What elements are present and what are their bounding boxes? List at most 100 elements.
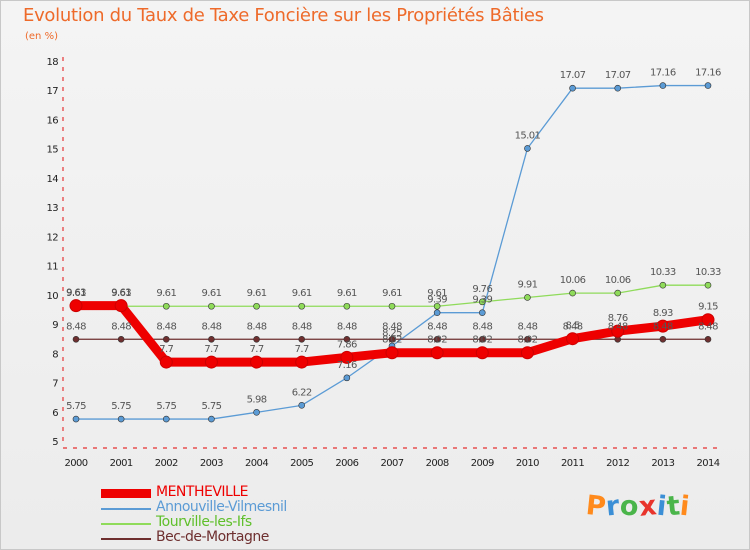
data-point [478, 298, 486, 306]
data-label: 8.48 [201, 321, 221, 332]
y-tick-label: 13 [46, 203, 58, 214]
y-tick-label: 12 [46, 232, 58, 243]
data-label: 8.48 [653, 321, 673, 332]
series-lines [69, 82, 715, 423]
x-tick-label: 2008 [426, 458, 449, 469]
data-point [704, 82, 712, 89]
x-tick-label: 2007 [380, 458, 403, 469]
data-label: 8.48 [247, 321, 267, 332]
data-label: 9.61 [66, 288, 86, 299]
data-point [478, 335, 486, 343]
x-tick-label: 2004 [245, 458, 268, 469]
data-label: 5.75 [156, 401, 176, 412]
x-tick-label: 2013 [651, 458, 674, 469]
data-point [433, 302, 441, 310]
data-label: 10.33 [695, 267, 721, 278]
y-tick-label: 8 [52, 349, 58, 360]
x-tick-label: 2000 [64, 458, 87, 469]
data-point [298, 402, 306, 409]
data-label: 10.06 [560, 275, 586, 286]
data-label: 8.93 [653, 308, 673, 319]
data-point [704, 281, 712, 289]
data-label: 8.48 [292, 321, 312, 332]
data-point [69, 299, 83, 313]
data-label: 8.48 [563, 321, 583, 332]
data-point [524, 294, 531, 301]
data-point [656, 319, 670, 333]
y-tick-label: 17 [46, 86, 58, 97]
data-point [343, 302, 351, 310]
data-label: 9.61 [156, 288, 176, 299]
y-tick-label: 7 [52, 379, 58, 390]
legend-swatch [101, 489, 151, 498]
x-tick-label: 2006 [335, 458, 358, 469]
data-label: 8.48 [382, 321, 402, 332]
data-label: 8.48 [517, 321, 537, 332]
data-point [114, 299, 128, 313]
data-label: 9.61 [201, 288, 221, 299]
data-point [524, 335, 531, 343]
data-label: 8.48 [427, 321, 447, 332]
series-line-1 [75, 84, 709, 420]
data-label: 15.01 [515, 130, 541, 141]
legend-label: Bec-de-Mortagne [156, 529, 269, 545]
x-tick-label: 2009 [471, 458, 494, 469]
y-tick-label: 18 [46, 57, 58, 68]
y-tick-label: 5 [52, 437, 58, 448]
data-point [343, 374, 351, 382]
data-point [340, 350, 354, 364]
data-label: 7.86 [337, 339, 357, 350]
data-label: 7.7 [295, 344, 309, 355]
data-label: 8.48 [608, 321, 628, 332]
data-point [475, 346, 489, 360]
data-label: 8.48 [66, 321, 86, 332]
data-label: 9.15 [698, 302, 718, 313]
axes: 5 6 7 8 9 10 11 12 13 14 15 16 17 18 2000 2001 2002 2003 2… [46, 57, 720, 469]
data-point [524, 145, 531, 152]
data-point [433, 335, 441, 343]
data-point [117, 415, 125, 423]
data-label: 8.02 [472, 335, 492, 346]
data-label: 8.48 [698, 321, 718, 332]
unit-label: (en %) [25, 31, 58, 42]
data-point [208, 335, 215, 343]
data-point [250, 355, 264, 369]
legend-label: Annouville-Vilmesnil [156, 499, 287, 515]
data-point [701, 313, 715, 327]
data-label: 9.61 [247, 288, 267, 299]
data-label: 9.61 [382, 288, 402, 299]
data-point [659, 335, 667, 343]
legend-swatch [101, 508, 151, 510]
x-tick-label: 2005 [290, 458, 313, 469]
data-point [520, 346, 534, 360]
data-point [704, 335, 712, 343]
x-tick-label: 2001 [110, 458, 133, 469]
data-point [72, 335, 80, 343]
data-point [208, 415, 215, 423]
data-point [388, 335, 396, 343]
data-label: 7.7 [250, 344, 264, 355]
data-point [569, 289, 576, 297]
data-label: 8.5 [566, 321, 580, 332]
data-label: 6.22 [292, 387, 312, 398]
logo-letter: i [678, 490, 692, 523]
data-point [208, 302, 215, 310]
data-label: 10.33 [650, 267, 676, 278]
data-point [614, 84, 622, 92]
y-tick-label: 11 [46, 262, 58, 273]
data-point [611, 324, 625, 338]
data-label: 5.75 [201, 401, 221, 412]
legend-swatch [101, 538, 151, 540]
data-label: 8.48 [337, 321, 357, 332]
data-point [159, 355, 173, 369]
data-point [295, 355, 309, 369]
data-point [204, 355, 218, 369]
data-label: 17.07 [605, 70, 631, 81]
data-label: 7.16 [337, 360, 357, 371]
data-label: 9.39 [472, 295, 492, 306]
data-point [478, 309, 486, 316]
data-label: 17.16 [650, 68, 676, 79]
x-tick-label: 2003 [200, 458, 223, 469]
